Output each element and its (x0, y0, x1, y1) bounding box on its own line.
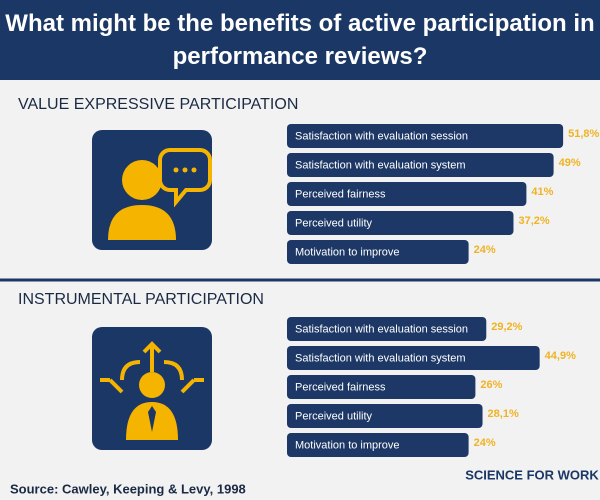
value-label: 37,2% (518, 215, 549, 227)
value-label: 29,2% (491, 321, 522, 333)
value-label: 24% (474, 244, 496, 256)
value-label: 44,9% (545, 350, 576, 362)
bar-label: Perceived fairness (295, 381, 386, 393)
bar (287, 346, 540, 370)
bar (287, 433, 469, 457)
logo: SCIENCE FOR WORK (465, 467, 599, 482)
bar-label: Motivation to improve (295, 246, 400, 258)
bar-label: Perceived utility (295, 217, 373, 229)
value-label: 51,8% (568, 128, 599, 140)
bar (287, 240, 469, 264)
bar-label: Perceived fairness (295, 188, 386, 200)
bar-label: Satisfaction with evaluation system (295, 159, 466, 171)
value-label: 49% (559, 157, 581, 169)
value-label: 41% (531, 186, 553, 198)
bar-label: Perceived utility (295, 410, 373, 422)
section-title: INSTRUMENTAL PARTICIPATION (18, 291, 264, 308)
icon-speaker (92, 130, 212, 250)
source: Source: Cawley, Keeping & Levy, 1998 (10, 481, 246, 496)
bar (287, 153, 554, 177)
bar-label: Satisfaction with evaluation session (295, 130, 468, 142)
bar (287, 404, 483, 428)
bar (287, 375, 476, 399)
value-label: 26% (480, 379, 502, 391)
bar (287, 182, 527, 206)
bar (287, 317, 487, 341)
bar (287, 124, 564, 148)
icon-directions (92, 327, 212, 450)
bar-label: Motivation to improve (295, 439, 400, 451)
title: What might be the benefits of active par… (0, 0, 600, 80)
bar-label: Satisfaction with evaluation session (295, 323, 468, 335)
value-label: 28,1% (488, 408, 519, 420)
bar (287, 211, 514, 235)
section-title: VALUE EXPRESSIVE PARTICIPATION (18, 96, 298, 113)
value-label: 24% (474, 437, 496, 449)
bar-label: Satisfaction with evaluation system (295, 352, 466, 364)
